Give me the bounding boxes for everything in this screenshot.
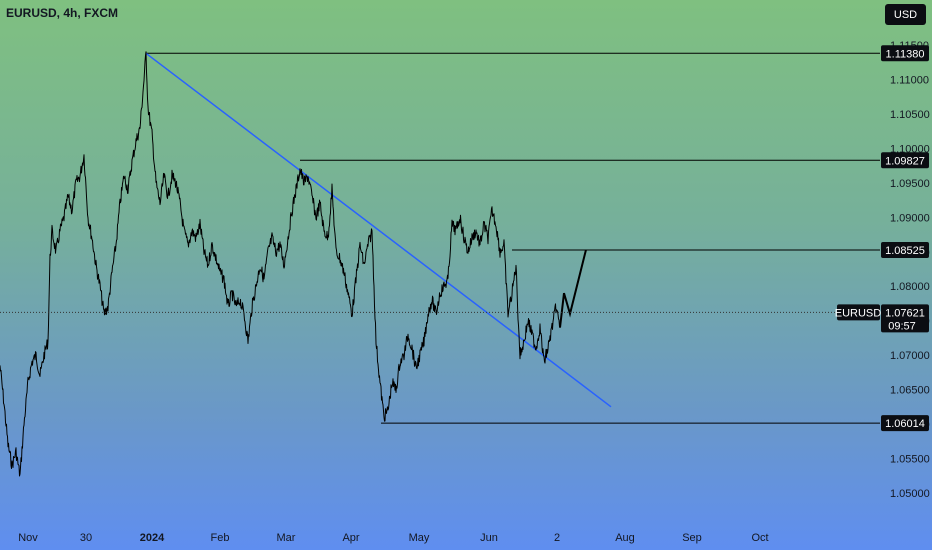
level-tag-label: 1.11380 bbox=[886, 48, 925, 60]
price-tick: 1.08000 bbox=[890, 281, 930, 293]
time-tick: Apr bbox=[342, 532, 359, 544]
price-tick: 1.07000 bbox=[890, 350, 930, 362]
projection-line bbox=[559, 249, 587, 328]
price-tick: 1.10500 bbox=[890, 109, 930, 121]
price-tick: 1.11000 bbox=[890, 75, 929, 87]
level-tag-label: 1.09827 bbox=[885, 155, 925, 167]
level-tag-3 bbox=[881, 415, 929, 432]
current-symbol-tag bbox=[837, 304, 880, 321]
time-tick: May bbox=[409, 532, 430, 544]
level-tag-1 bbox=[881, 152, 929, 169]
trendline bbox=[145, 52, 612, 408]
price-tick: 1.05000 bbox=[890, 488, 930, 500]
time-tick: Mar bbox=[277, 532, 296, 544]
price-axis: 1.115001.110001.105001.100001.095001.090… bbox=[890, 40, 930, 500]
level-tag-label: 1.06014 bbox=[885, 418, 925, 430]
time-tick: Jun bbox=[480, 532, 498, 544]
time-tick: 2 bbox=[554, 532, 560, 544]
current-price-label: 1.07621 bbox=[885, 307, 925, 319]
current-price-tag bbox=[881, 304, 929, 333]
price-tick: 1.06500 bbox=[890, 385, 930, 397]
price-tick: 1.09000 bbox=[890, 212, 930, 224]
price-line bbox=[0, 51, 561, 477]
time-axis: Nov 30 2024 Feb Mar Apr May Jun 2 Aug Sep Oct bbox=[18, 532, 768, 544]
time-tick: 30 bbox=[80, 532, 92, 544]
level-tag-2 bbox=[881, 242, 929, 258]
level-tag-0 bbox=[881, 45, 929, 62]
time-tick: Aug bbox=[615, 532, 635, 544]
currency-button[interactable]: USD bbox=[885, 4, 926, 25]
price-series bbox=[0, 51, 587, 477]
countdown-label: 09:57 bbox=[888, 320, 916, 332]
time-tick: 2024 bbox=[140, 532, 165, 544]
level-tag-label: 1.08525 bbox=[885, 245, 925, 257]
time-tick: Oct bbox=[751, 532, 768, 544]
trendline-group bbox=[145, 52, 612, 408]
price-tick: 1.09500 bbox=[890, 178, 930, 190]
price-tags: 1.11380 1.09827 1.08525 1.06014 EURUSD 1.0762… bbox=[835, 45, 929, 432]
chart-title: EURUSD, 4h, FXCM bbox=[6, 6, 119, 20]
time-tick: Sep bbox=[682, 532, 702, 544]
time-tick: Feb bbox=[211, 532, 230, 544]
horizontal-levels bbox=[146, 52, 880, 424]
time-tick: Nov bbox=[18, 532, 38, 544]
price-tick: 1.05500 bbox=[890, 454, 930, 466]
current-symbol-label: EURUSD bbox=[835, 307, 882, 319]
